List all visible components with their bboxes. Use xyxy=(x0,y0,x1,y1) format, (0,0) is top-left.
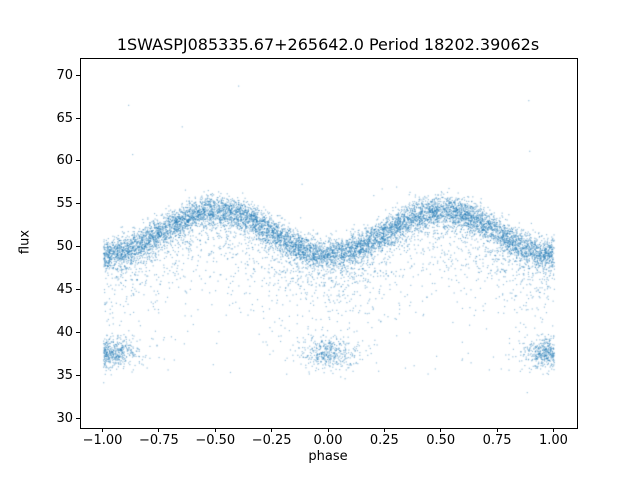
scatter-points-canvas xyxy=(81,59,577,428)
y-tick-mark xyxy=(76,160,80,162)
x-tick-mark xyxy=(440,428,442,432)
x-tick-label: −1.00 xyxy=(82,433,123,448)
x-tick-mark xyxy=(496,428,498,432)
y-tick-mark xyxy=(76,246,80,248)
x-tick-label: −0.50 xyxy=(195,433,236,448)
x-axis-label: phase xyxy=(308,449,348,464)
x-tick-mark xyxy=(552,428,554,432)
x-tick-label: 0.75 xyxy=(482,433,512,448)
x-tick-label: 0.00 xyxy=(313,433,343,448)
x-tick-mark xyxy=(158,428,160,432)
x-tick-mark xyxy=(102,428,104,432)
y-tick-label: 45 xyxy=(56,282,73,298)
y-tick-mark xyxy=(76,74,80,76)
x-tick-mark xyxy=(271,428,273,432)
x-tick-mark xyxy=(214,428,216,432)
y-tick-label: 30 xyxy=(56,410,73,426)
y-tick-mark xyxy=(76,289,80,291)
y-tick-label: 70 xyxy=(56,67,73,83)
y-tick-label: 50 xyxy=(56,239,73,255)
y-tick-label: 40 xyxy=(56,325,73,341)
y-tick-label: 35 xyxy=(56,368,73,383)
x-tick-label: −0.75 xyxy=(138,433,179,448)
y-tick-label: 55 xyxy=(56,196,73,212)
y-tick-label: 65 xyxy=(56,110,73,126)
y-tick-mark xyxy=(76,117,80,119)
chart-title: 1SWASPJ085335.67+265642.0 Period 18202.3… xyxy=(116,35,540,54)
x-tick-mark xyxy=(327,428,329,432)
x-tick-label: 1.00 xyxy=(538,433,568,448)
y-tick-mark xyxy=(76,417,80,419)
y-tick-mark xyxy=(76,375,80,376)
x-tick-label: 0.50 xyxy=(426,433,456,448)
y-tick-label: 60 xyxy=(56,153,73,169)
plot-area xyxy=(80,58,578,429)
y-tick-mark xyxy=(76,203,80,205)
y-tick-mark xyxy=(76,332,80,334)
x-tick-mark xyxy=(383,428,385,432)
x-tick-label: 0.25 xyxy=(369,433,399,448)
x-tick-label: −0.25 xyxy=(251,433,292,448)
